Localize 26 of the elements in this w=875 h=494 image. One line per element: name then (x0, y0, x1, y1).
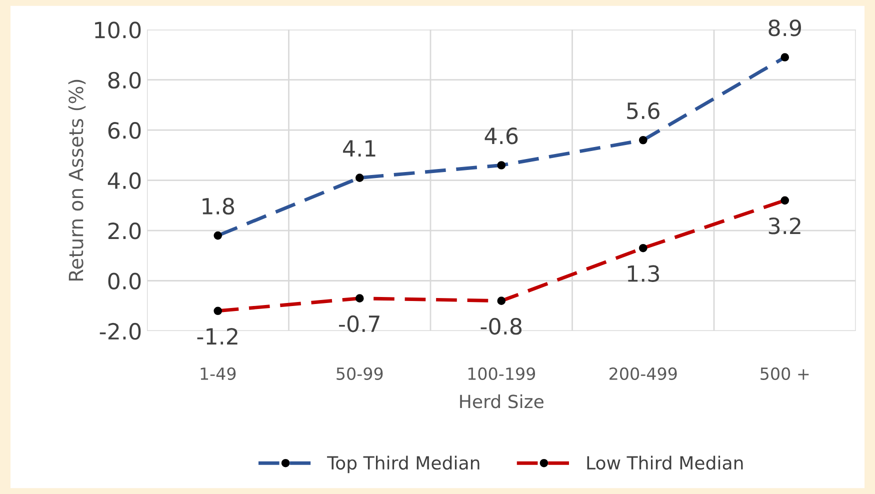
data-label: 4.1 (343, 140, 376, 157)
x-tick-label: 1-49 (200, 367, 236, 380)
legend-label: Low Third Median (587, 456, 743, 470)
data-label: -1.2 (197, 328, 238, 344)
data-label: 3.2 (768, 217, 800, 234)
x-tick-label: 200-499 (610, 367, 677, 380)
data-label: 1.3 (628, 265, 660, 282)
data-label: -0.7 (339, 315, 380, 332)
data-label: 8.9 (768, 19, 801, 36)
y-tick-label: 8.0 (108, 72, 141, 89)
y-tick-label: 4.0 (108, 172, 141, 190)
x-tick-label: 100-199 (468, 367, 536, 380)
data-label: 1.8 (202, 198, 234, 215)
y-tick-label: 2.0 (108, 222, 141, 240)
y-tick-label: -2.0 (100, 322, 141, 340)
y-tick-label: 0.0 (108, 272, 141, 290)
y-tick-label: 6.0 (108, 122, 141, 139)
x-tick-label: 500 + (760, 367, 809, 380)
y-tick-label: 10.0 (95, 22, 141, 38)
data-label: 5.6 (627, 102, 660, 120)
y-axis-title: Return on Assets (%) (68, 80, 86, 281)
legend-label: Top Third Median (327, 456, 480, 474)
x-axis-title: Herd Size (460, 394, 544, 408)
x-tick-label: 50-99 (336, 367, 383, 380)
data-label: -0.8 (480, 318, 522, 335)
data-label: 4.6 (484, 127, 518, 144)
